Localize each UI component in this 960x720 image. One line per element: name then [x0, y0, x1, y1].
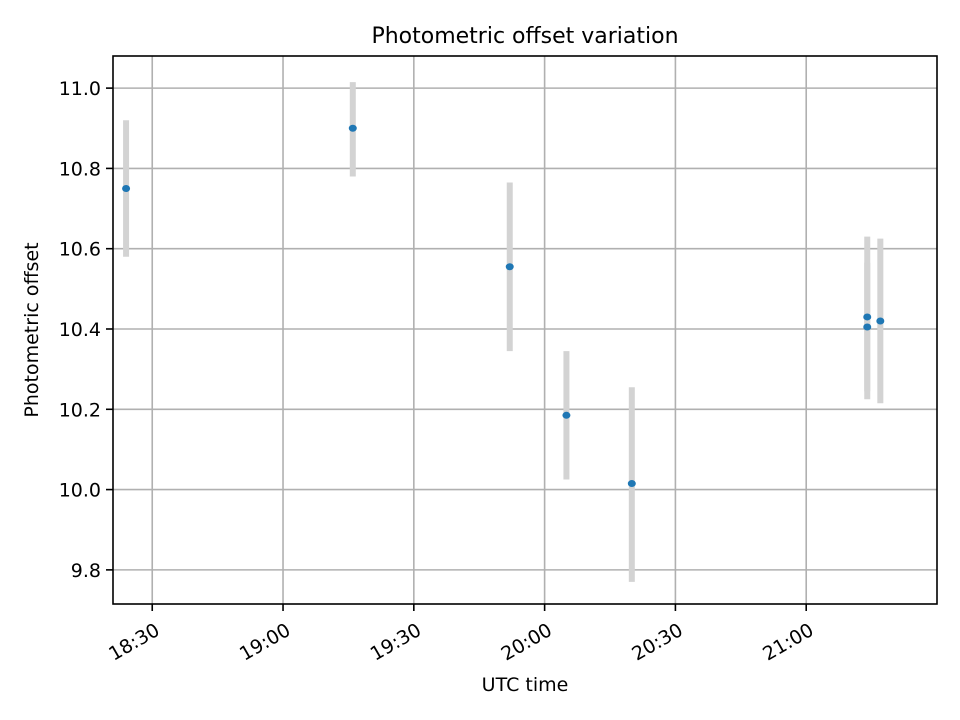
x-tick-label: 20:00 [497, 619, 555, 665]
x-tick-label: 21:00 [759, 619, 817, 665]
x-axis-label: UTC time [482, 674, 569, 696]
data-point [348, 124, 357, 132]
data-point [863, 313, 872, 321]
grid-lines [113, 56, 937, 604]
y-tick-label: 10.6 [59, 239, 101, 261]
y-tick-label: 9.8 [71, 560, 101, 582]
y-axis-label: Photometric offset [21, 242, 43, 417]
data-point [562, 411, 571, 419]
data-point [122, 184, 131, 192]
y-tick-label: 10.8 [59, 158, 101, 180]
data-point [505, 263, 514, 271]
data-point [627, 480, 636, 488]
plot-frame [112, 55, 938, 605]
y-tick-label: 11.0 [59, 78, 101, 100]
y-tick-label: 10.4 [59, 319, 101, 341]
x-tick-label: 19:00 [236, 619, 294, 665]
y-tick-label: 10.2 [59, 399, 101, 421]
chart-title: Photometric offset variation [371, 24, 678, 49]
x-tick-label: 20:30 [628, 619, 686, 665]
axis-ticks: 18:30 19:00 19:30 20:00 20:30 21:00 9.8 10.0 10.… [59, 78, 818, 665]
data-points [122, 124, 885, 488]
data-point [876, 317, 885, 325]
error-bars [123, 82, 884, 582]
x-tick-label: 18:30 [105, 619, 163, 665]
data-point [863, 323, 872, 331]
x-tick-label: 19:30 [367, 619, 425, 665]
y-tick-label: 10.0 [59, 480, 101, 502]
